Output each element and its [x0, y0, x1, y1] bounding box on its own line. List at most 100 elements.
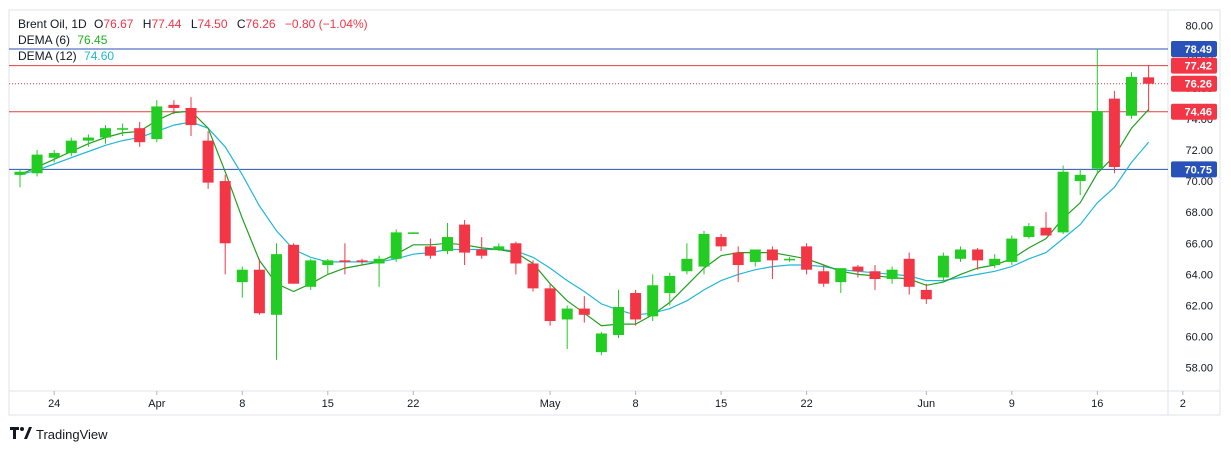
- plot-frame: [8, 9, 1221, 416]
- price-badge: 76.26: [1171, 75, 1217, 92]
- candle-body: [886, 269, 898, 280]
- candle-down: [630, 289, 642, 326]
- candle-up: [937, 252, 949, 283]
- candle-body: [510, 243, 522, 264]
- candle-body: [424, 246, 436, 256]
- price-badge-bg: [1171, 41, 1217, 58]
- candle-body: [613, 307, 624, 336]
- candle-body: [732, 252, 744, 266]
- candle-body: [801, 246, 813, 270]
- candle-up: [407, 232, 419, 234]
- candle-up: [647, 274, 659, 322]
- candle-up: [886, 266, 898, 284]
- candle-body: [578, 308, 590, 315]
- candle-body: [288, 244, 300, 284]
- candle-body: [1023, 226, 1035, 238]
- candle-up: [835, 268, 847, 294]
- tradingview-brand[interactable]: TradingView: [10, 427, 108, 442]
- candle-up: [305, 258, 317, 290]
- candle-up: [236, 266, 248, 298]
- candle-body: [134, 128, 146, 143]
- candle-down: [903, 252, 915, 295]
- candle-body: [1143, 77, 1155, 84]
- x-axis-tick-labels: 24 Apr 8 15 22 May 8 15 22 Jun 9 16 2: [48, 391, 1186, 410]
- candle-down: [578, 296, 590, 323]
- candle-up: [698, 230, 710, 275]
- low-key: L: [190, 17, 198, 31]
- candle-body: [972, 249, 984, 261]
- dema12-row[interactable]: DEMA (12) 74.60: [18, 48, 374, 64]
- candle-body: [168, 104, 180, 108]
- candle-body: [766, 249, 778, 261]
- candle-up: [1074, 168, 1086, 196]
- price-badge-label: 77.42: [1184, 61, 1212, 73]
- candle-body: [117, 128, 129, 130]
- candle-up: [322, 258, 334, 275]
- candle-body: [955, 249, 966, 259]
- candle-down: [527, 260, 539, 292]
- candle-down: [972, 247, 984, 270]
- candle-down: [339, 243, 351, 275]
- candle-down: [459, 219, 471, 266]
- candle-down: [852, 265, 864, 278]
- candle-body: [1126, 76, 1137, 116]
- candle-down: [185, 97, 197, 136]
- candle-body: [698, 233, 710, 267]
- candle-down: [168, 100, 180, 115]
- x-tick-label: 22: [407, 398, 419, 410]
- candle-body: [818, 271, 830, 284]
- candle-down: [202, 131, 214, 189]
- price-badges: 78.49 77.42 76.26 74.46 70.75: [1171, 41, 1217, 178]
- change-value: −0.80 (−1.04%): [284, 17, 368, 31]
- candle-down: [1143, 65, 1155, 112]
- candle-up: [749, 249, 761, 267]
- candle-body: [715, 237, 727, 247]
- candle-body: [14, 171, 26, 175]
- candle-down: [732, 246, 744, 283]
- candle-down: [801, 243, 813, 275]
- price-badge: 77.42: [1171, 57, 1217, 74]
- x-tick-label: May: [540, 398, 561, 410]
- candle-body: [784, 258, 795, 261]
- candle-up: [681, 243, 693, 275]
- high-value: 77.44: [151, 17, 182, 31]
- candle-body: [305, 260, 317, 287]
- candle-body: [407, 232, 419, 234]
- candle-down: [1108, 90, 1120, 174]
- candle-body: [356, 260, 368, 262]
- x-tick-label: 8: [633, 398, 639, 410]
- x-tick-label: 8: [239, 398, 245, 410]
- candle-body: [202, 140, 214, 183]
- y-tick-label: 58.00: [1185, 363, 1213, 375]
- candles: [14, 48, 1155, 360]
- candle-body: [31, 154, 43, 174]
- candle-body: [459, 224, 471, 253]
- y-tick-label: 64.00: [1185, 269, 1213, 281]
- candle-down: [288, 243, 300, 284]
- candle-up: [1023, 223, 1035, 239]
- candle-body: [749, 249, 761, 262]
- dema6-row[interactable]: DEMA (6) 76.45: [18, 32, 374, 48]
- x-tick-label: 9: [1009, 398, 1015, 410]
- candle-up: [1057, 165, 1069, 234]
- dema6-line: [19, 109, 1150, 327]
- candle-body: [236, 269, 248, 283]
- price-badge: 70.75: [1171, 161, 1217, 178]
- candle-body: [339, 260, 351, 262]
- candle-up: [1006, 235, 1018, 266]
- candle-down: [253, 258, 265, 315]
- candle-body: [219, 181, 231, 244]
- candle-up: [595, 331, 607, 356]
- candle-down: [424, 238, 436, 259]
- symbol-label[interactable]: Brent Oil, 1D: [18, 17, 87, 31]
- price-badge: 78.49: [1171, 41, 1217, 58]
- candle-down: [869, 265, 881, 290]
- candle-up: [100, 125, 111, 144]
- price-badge-bg: [1171, 161, 1217, 178]
- candle-body: [561, 308, 573, 320]
- candle-down: [356, 258, 368, 266]
- candle-up: [14, 170, 26, 188]
- candle-up: [390, 229, 402, 262]
- price-badge: 74.46: [1171, 103, 1217, 120]
